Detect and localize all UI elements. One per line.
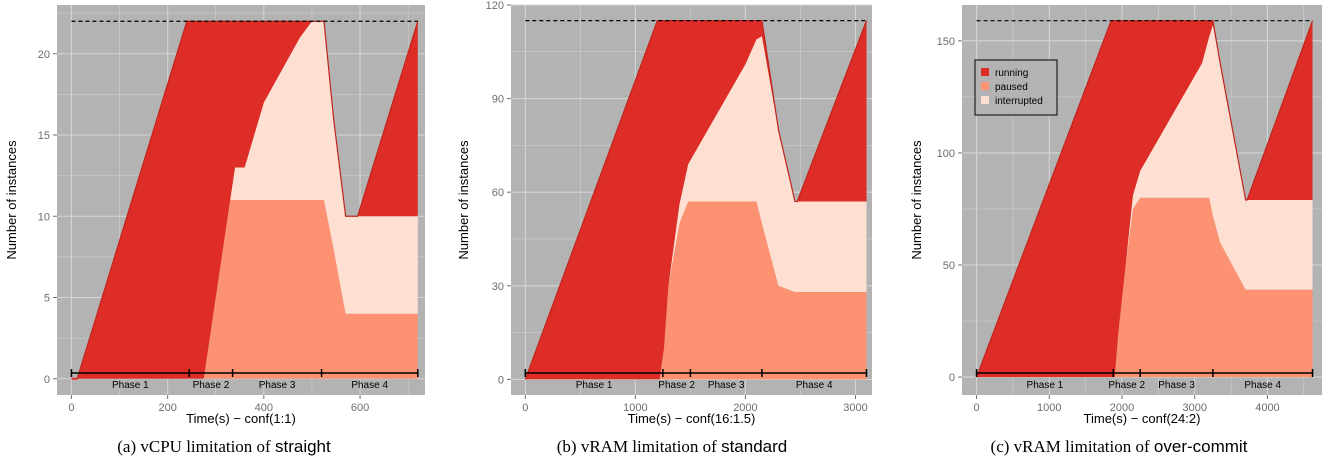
y-tick-label: 5 xyxy=(44,293,50,305)
caption-a-prefix: (a) vCPU limitation of xyxy=(117,437,275,456)
y-tick-label: 0 xyxy=(44,374,50,386)
phase-label: Phase 2 xyxy=(1108,380,1145,391)
legend-label: paused xyxy=(995,82,1028,93)
y-axis-title: Number of instances xyxy=(456,140,471,260)
x-axis-title: Time(s) − conf(24:2) xyxy=(1084,411,1201,426)
legend-label: interrupted xyxy=(995,96,1043,107)
area-paused xyxy=(976,197,1313,378)
y-tick-label: 0 xyxy=(498,374,504,386)
series-total-outline xyxy=(975,20,1314,378)
phase-label: Phase 3 xyxy=(708,380,745,391)
phase-label: Phase 3 xyxy=(259,380,296,391)
x-tick-label: 0 xyxy=(973,402,979,414)
caption-c-prefix: (c) vRAM limitation of xyxy=(990,437,1154,456)
x-axis-title: Time(s) − conf(1:1) xyxy=(186,411,296,426)
chart-0: Phase 1 Phase 2 Phase 3 Phase 4 0 200 400 600 0 5… xyxy=(4,5,425,426)
legend-label: running xyxy=(995,68,1028,79)
caption-b-prefix: (b) vRAM limitation of xyxy=(556,437,722,456)
x-tick-label: 400 xyxy=(255,402,273,414)
caption-c-term: over-commit xyxy=(1153,437,1248,456)
x-tick-label: 600 xyxy=(351,402,369,414)
legend: running paused interrupted xyxy=(974,59,1058,116)
area-running xyxy=(525,20,867,380)
x-tick-label: 3000 xyxy=(843,402,867,414)
x-tick-label: 200 xyxy=(158,402,176,414)
caption-a-term: straight xyxy=(274,437,331,456)
x-tick-label: 4000 xyxy=(1255,402,1279,414)
phase-label: Phase 2 xyxy=(193,380,230,391)
x-tick-label: 3000 xyxy=(1182,402,1206,414)
phase-label: Phase 1 xyxy=(112,380,149,391)
y-tick-label: 10 xyxy=(38,211,50,223)
legend-swatch xyxy=(981,96,989,104)
y-axis-title: Number of instances xyxy=(909,140,924,260)
caption-b: (b) vRAM limitation of standard xyxy=(448,437,896,457)
area-paused xyxy=(71,200,418,379)
y-tick-label: 90 xyxy=(492,94,504,106)
y-tick-label: 0 xyxy=(949,372,955,384)
y-tick-label: 30 xyxy=(492,281,504,293)
y-tick-label: 150 xyxy=(937,36,955,48)
x-tick-label: 1000 xyxy=(623,402,647,414)
area-interrupted xyxy=(525,36,867,380)
x-tick-label: 0 xyxy=(522,402,528,414)
y-tick-label: 50 xyxy=(943,260,955,272)
y-tick-label: 60 xyxy=(492,187,504,199)
phase-label: Phase 1 xyxy=(576,380,613,391)
x-tick-label: 0 xyxy=(68,402,74,414)
area-interrupted xyxy=(71,21,418,379)
x-tick-label: 2000 xyxy=(1110,402,1134,414)
phase-label: Phase 1 xyxy=(1027,380,1064,391)
y-tick-label: 100 xyxy=(937,148,955,160)
x-tick-label: 2000 xyxy=(733,402,757,414)
caption-c: (c) vRAM limitation of over-commit xyxy=(895,437,1343,457)
legend-swatch xyxy=(981,82,989,90)
phase-label: Phase 4 xyxy=(796,380,833,391)
legend-swatch xyxy=(981,68,989,76)
phase-label: Phase 4 xyxy=(351,380,388,391)
y-tick-label: 15 xyxy=(38,130,50,142)
phase-label: Phase 4 xyxy=(1244,380,1281,391)
y-tick-label: 120 xyxy=(486,0,504,12)
x-axis-title: Time(s) − conf(16:1.5) xyxy=(628,411,756,426)
caption-a: (a) vCPU limitation of straight xyxy=(0,437,448,457)
caption-b-term: standard xyxy=(721,437,788,456)
phase-label: Phase 3 xyxy=(1158,380,1195,391)
area-interrupted xyxy=(976,25,1313,378)
phase-label: Phase 2 xyxy=(658,380,695,391)
area-running xyxy=(976,20,1313,378)
x-tick-label: 1000 xyxy=(1037,402,1061,414)
chart-1: Phase 1 Phase 2 Phase 3 Phase 40 1000 2000 300… xyxy=(456,0,872,426)
area-running xyxy=(71,21,418,379)
y-axis-title: Number of instances xyxy=(4,140,19,260)
chart-2: Phase 1 Phase 2 Phase 3 Phase 40 1000 2000 300… xyxy=(909,5,1322,426)
area-paused xyxy=(525,201,867,380)
y-tick-label: 20 xyxy=(38,49,50,61)
